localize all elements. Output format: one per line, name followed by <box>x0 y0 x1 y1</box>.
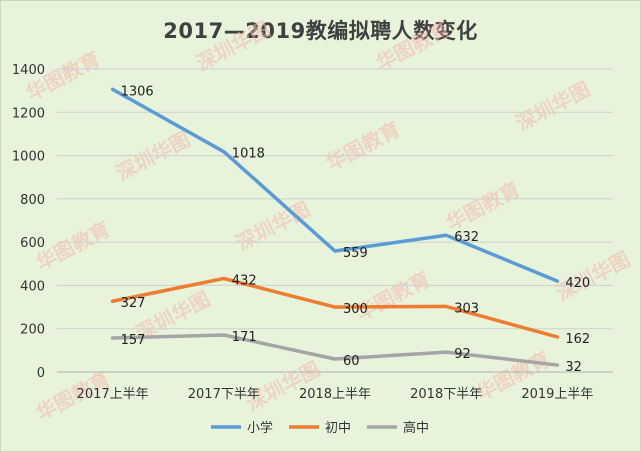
legend-item-初中[interactable]: 初中 <box>289 421 351 436</box>
data-label: 32 <box>565 360 582 375</box>
x-tick-label: 2018上半年 <box>299 387 371 402</box>
data-label: 92 <box>454 347 471 362</box>
y-axis: 0 200 400 600 800 1000 1200 1400 <box>12 63 45 381</box>
data-point <box>333 357 337 361</box>
series-line-高中 <box>110 333 560 367</box>
x-tick-label: 2017上半年 <box>77 387 149 402</box>
legend-item-小学[interactable]: 小学 <box>211 420 273 436</box>
data-point <box>444 350 448 354</box>
data-label: 327 <box>121 296 146 311</box>
data-label: 162 <box>565 332 590 347</box>
data-point <box>222 277 226 281</box>
x-tick-label: 2018下半年 <box>410 387 482 402</box>
chart-title: 2017—2019教编拟聘人数变化 <box>163 19 478 43</box>
legend-label: 高中 <box>403 420 429 436</box>
legend[interactable]: 小学 初中 高中 <box>211 420 429 436</box>
watermark-text: 华图教育 <box>442 177 524 236</box>
data-point <box>555 279 559 283</box>
data-label: 559 <box>343 246 368 261</box>
legend-item-高中[interactable]: 高中 <box>367 420 429 436</box>
data-label: 300 <box>343 302 368 317</box>
data-label: 303 <box>454 301 479 316</box>
watermark-text: 华图教育 <box>322 117 404 176</box>
data-label: 432 <box>232 274 257 289</box>
data-point <box>111 299 115 303</box>
y-tick-label: 1000 <box>12 150 45 165</box>
watermark-text: 深圳华图 <box>192 17 274 76</box>
data-label: 632 <box>454 230 479 245</box>
data-point <box>333 249 337 253</box>
data-label: 60 <box>343 354 360 369</box>
data-point <box>555 363 559 367</box>
data-label: 1306 <box>121 84 154 99</box>
data-label: 420 <box>565 276 590 291</box>
data-point <box>222 333 226 337</box>
legend-label: 初中 <box>325 421 351 436</box>
y-tick-label: 1200 <box>12 106 45 121</box>
legend-label: 小学 <box>247 420 273 436</box>
watermark-text: 深圳华图 <box>512 77 594 136</box>
watermark-text: 华图教育 <box>372 17 454 76</box>
watermark-text: 深圳华图 <box>232 197 314 256</box>
data-point <box>333 305 337 309</box>
x-tick-label: 2017下半年 <box>188 387 260 402</box>
data-labels: 1306 1018 559 632 420 327 432 300 303 162 157 171 60… <box>121 84 591 375</box>
series-lines <box>110 87 560 367</box>
watermark-text: 深圳华图 <box>552 247 634 306</box>
data-point <box>444 233 448 237</box>
y-tick-label: 1400 <box>12 63 45 78</box>
x-axis: 2017上半年 2017下半年 2018上半年 2018下半年 2019上半年 <box>77 387 594 402</box>
y-tick-label: 400 <box>20 279 45 294</box>
data-point <box>444 304 448 308</box>
data-label: 1018 <box>232 147 265 162</box>
data-label: 157 <box>121 333 146 348</box>
data-label: 171 <box>232 330 257 345</box>
x-tick-label: 2019上半年 <box>521 387 593 402</box>
gridlines <box>57 68 613 373</box>
y-tick-label: 800 <box>20 193 45 208</box>
data-point <box>555 335 559 339</box>
y-tick-label: 0 <box>37 366 45 381</box>
data-point <box>222 150 226 154</box>
y-tick-label: 200 <box>20 323 45 338</box>
data-point <box>111 336 115 340</box>
data-point <box>111 87 115 91</box>
y-tick-label: 600 <box>20 236 45 251</box>
